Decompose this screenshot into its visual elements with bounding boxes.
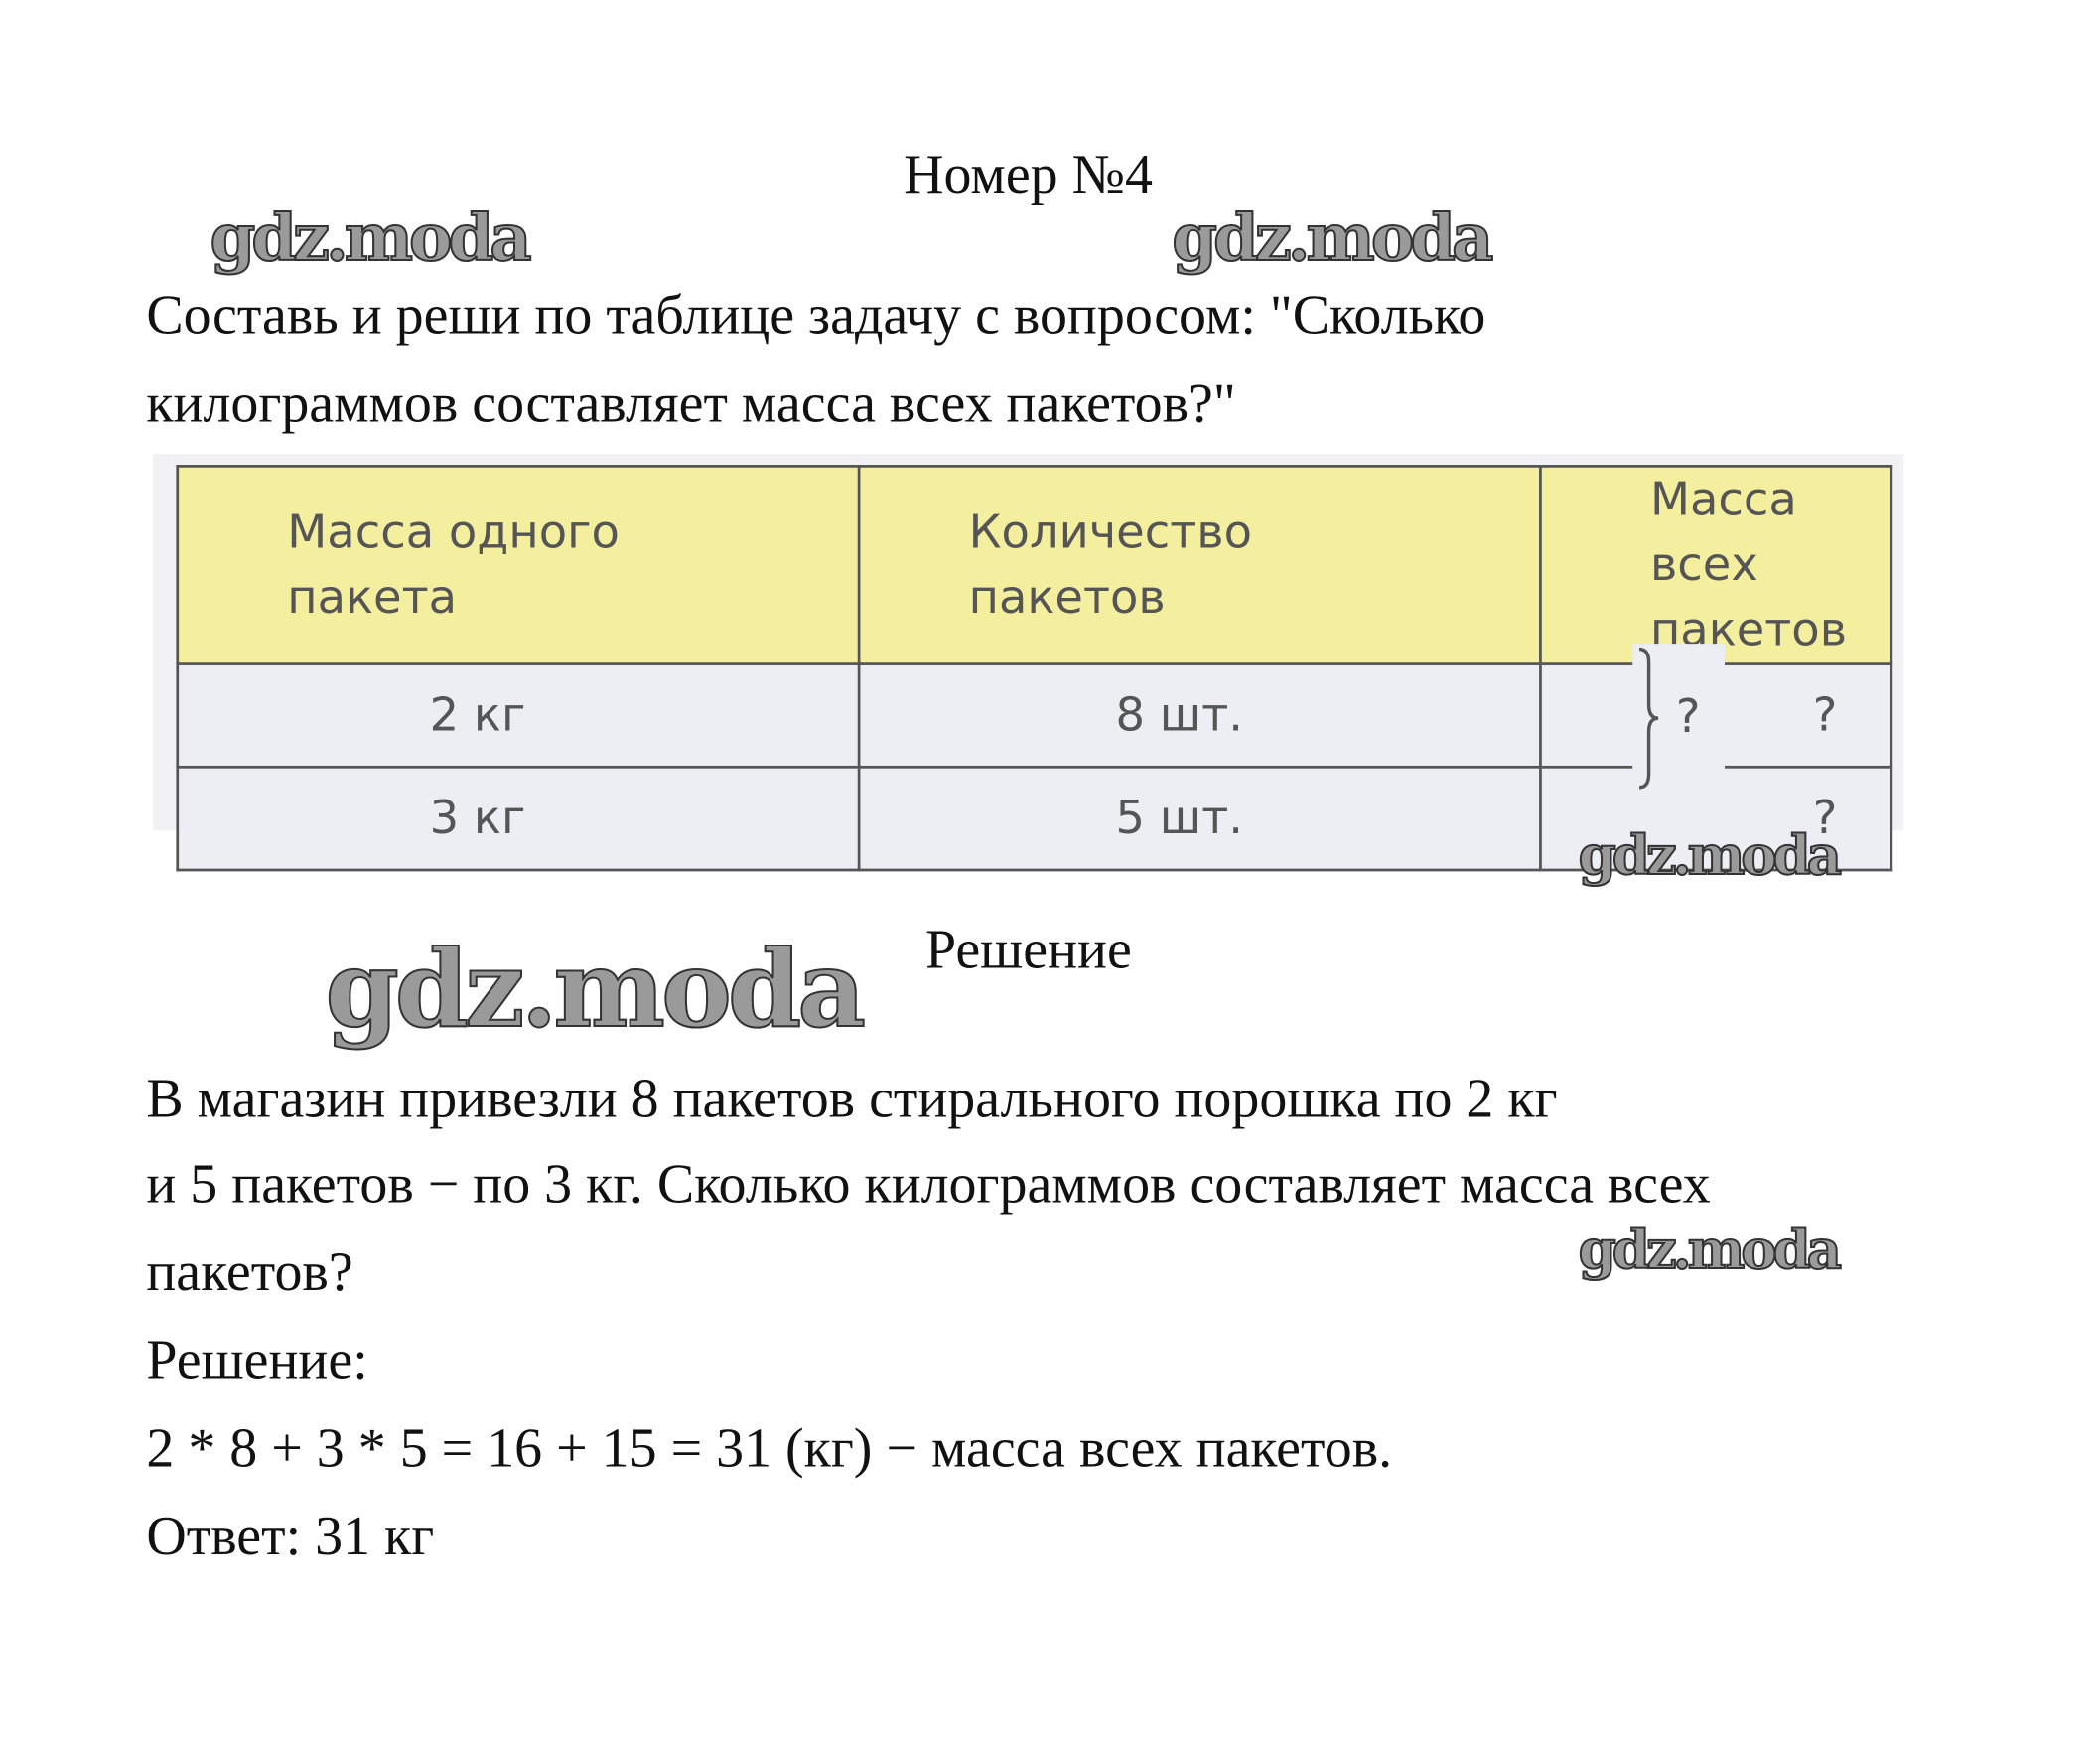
solution-line: 2 * 8 + 3 * 5 = 16 + 15 = 31 (кг) − масс… bbox=[146, 1415, 1393, 1479]
solution-line: и 5 пакетов − по 3 кг. Сколько килограмм… bbox=[146, 1151, 1711, 1215]
solution-line: В магазин привезли 8 пакетов стирального… bbox=[146, 1066, 1558, 1129]
header-text: пакета bbox=[287, 570, 458, 626]
brace-icon bbox=[1638, 647, 1659, 790]
table-header-row: Масса одного пакета Количество пакетов Мас… bbox=[176, 465, 1893, 665]
watermark: gdz.moda bbox=[324, 928, 867, 1052]
solution-line: пакетов? bbox=[146, 1239, 353, 1303]
total-question: ? bbox=[1675, 689, 1701, 745]
watermark: gdz.moda bbox=[209, 200, 532, 277]
table-row: 2 кг 8 шт. ? bbox=[176, 662, 1893, 769]
header-text: Масса одного bbox=[287, 505, 620, 560]
data-table: Масса одного пакета Количество пакетов Мас… bbox=[176, 465, 1893, 872]
data-table-image: Масса одного пакета Количество пакетов Мас… bbox=[153, 454, 1904, 872]
page-title: Номер №4 bbox=[904, 142, 1153, 206]
cell-count: 8 шт. bbox=[857, 662, 1542, 769]
answer-line: Ответ: 31 кг bbox=[146, 1504, 435, 1567]
task-line-2: килограммов составляет масса всех пакето… bbox=[146, 370, 1236, 434]
watermark: gdz.moda bbox=[1578, 1218, 1843, 1282]
task-line-1: Составь и реши по таблице задачу с вопро… bbox=[146, 283, 1486, 346]
solution-line: Решение: bbox=[146, 1328, 368, 1390]
cell-mass-one: 2 кг bbox=[176, 662, 861, 769]
cell-mass-one: 3 кг bbox=[176, 765, 861, 872]
header-mass-one: Масса одного пакета bbox=[176, 465, 861, 665]
header-text: Количество bbox=[968, 505, 1252, 560]
cell-count: 5 шт. bbox=[857, 765, 1542, 872]
header-text: пакетов bbox=[968, 570, 1166, 626]
watermark: gdz.moda bbox=[1171, 200, 1494, 277]
table-row: 3 кг 5 шт. ? bbox=[176, 765, 1893, 872]
header-mass-all: Масса всех пакетов bbox=[1539, 465, 1893, 665]
solution-heading: Решение bbox=[924, 917, 1132, 980]
header-count: Количество пакетов bbox=[857, 465, 1542, 665]
watermark: gdz.moda bbox=[1578, 823, 1843, 888]
header-text: Масса всех bbox=[1649, 473, 1797, 593]
